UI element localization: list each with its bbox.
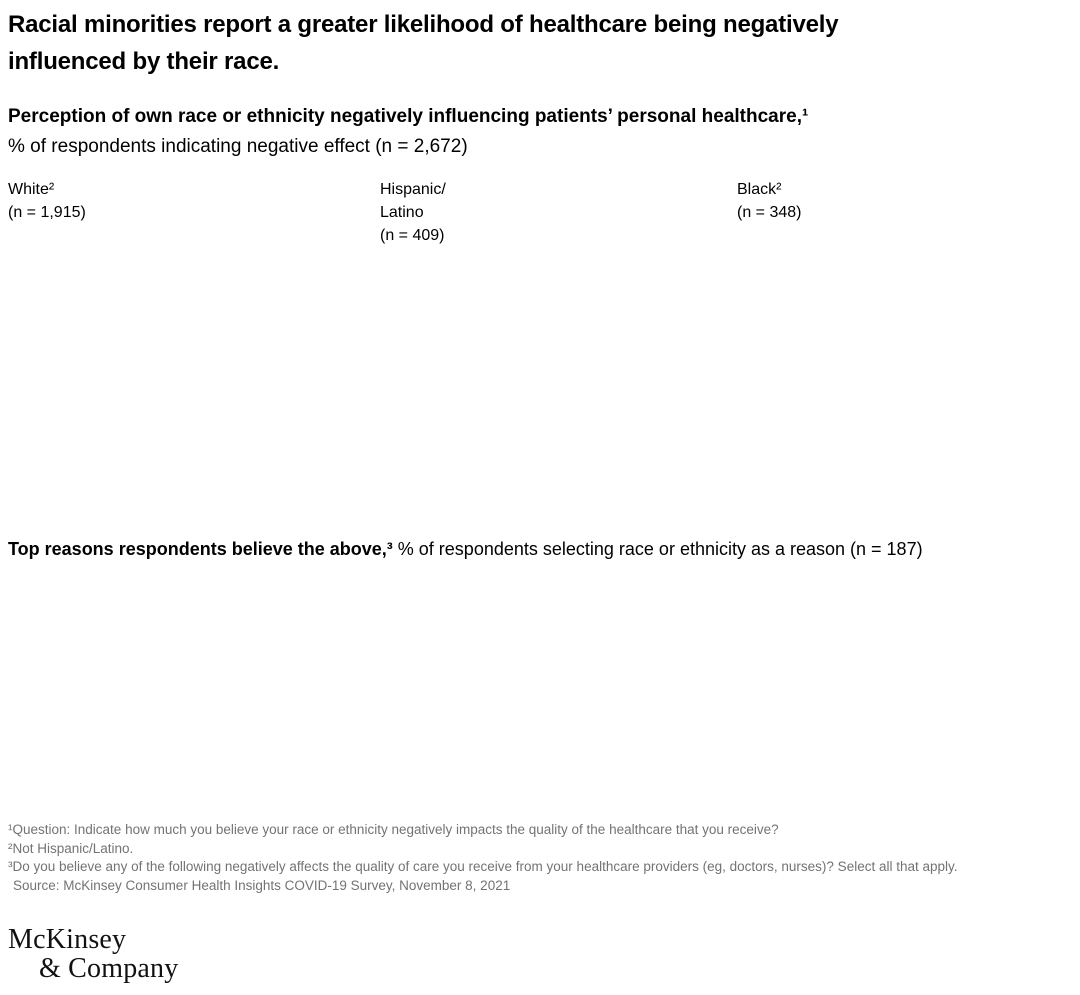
footnote-2: ²Not Hispanic/Latino. [8, 840, 134, 856]
group-n-hispanic-latino: (n = 409) [380, 227, 445, 244]
footnote-1: ¹Question: Indicate how much you believe… [8, 822, 779, 837]
race-group-labels-row: White² (n = 1,915) Hispanic/ Latino (n =… [8, 178, 1050, 247]
exhibit-title: Racial minorities report a greater likel… [8, 11, 839, 75]
group-label-black: Black² (n = 348) [737, 178, 1050, 224]
group-n-black: (n = 348) [737, 204, 802, 221]
logo-line-company: & Company [39, 952, 179, 984]
footnote-3: ³Do you believe any of the following neg… [8, 859, 958, 874]
group-label-white: White² (n = 1,915) [8, 178, 380, 224]
group-name-black: Black² [737, 181, 782, 198]
group-label-hispanic-latino: Hispanic/ Latino (n = 409) [380, 178, 737, 247]
logo-line-mckinsey: McKinsey [8, 924, 127, 955]
footnotes-block: ¹Question: Indicate how much you believe… [8, 821, 1050, 895]
bar-chart-placeholder-blank [8, 563, 1050, 813]
perception-heading: Perception of own race or ethnicity nega… [8, 106, 809, 127]
exhibit-footer: ¹Question: Indicate how much you believe… [8, 821, 1050, 983]
group-name-hispanic-latino: Hispanic/ Latino [380, 181, 446, 221]
reasons-chart-section: Top reasons respondents believe the abov… [8, 535, 1050, 813]
reasons-heading-bold: Top reasons respondents believe the abov… [8, 539, 393, 559]
source-line: Source: McKinsey Consumer Health Insight… [13, 877, 511, 893]
donut-charts-placeholder-blank [8, 247, 1050, 517]
group-n-white: (n = 1,915) [8, 204, 86, 221]
reasons-heading-regular: % of respondents selecting race or ethni… [392, 539, 923, 559]
perception-subheading: % of respondents indicating negative eff… [8, 136, 468, 157]
perception-chart-section: Perception of own race or ethnicity nega… [8, 102, 1050, 517]
mckinsey-company-logo: McKinsey & Company [8, 924, 1050, 984]
group-name-white: White² [8, 181, 55, 198]
reasons-heading-line: Top reasons respondents believe the abov… [8, 535, 1050, 563]
